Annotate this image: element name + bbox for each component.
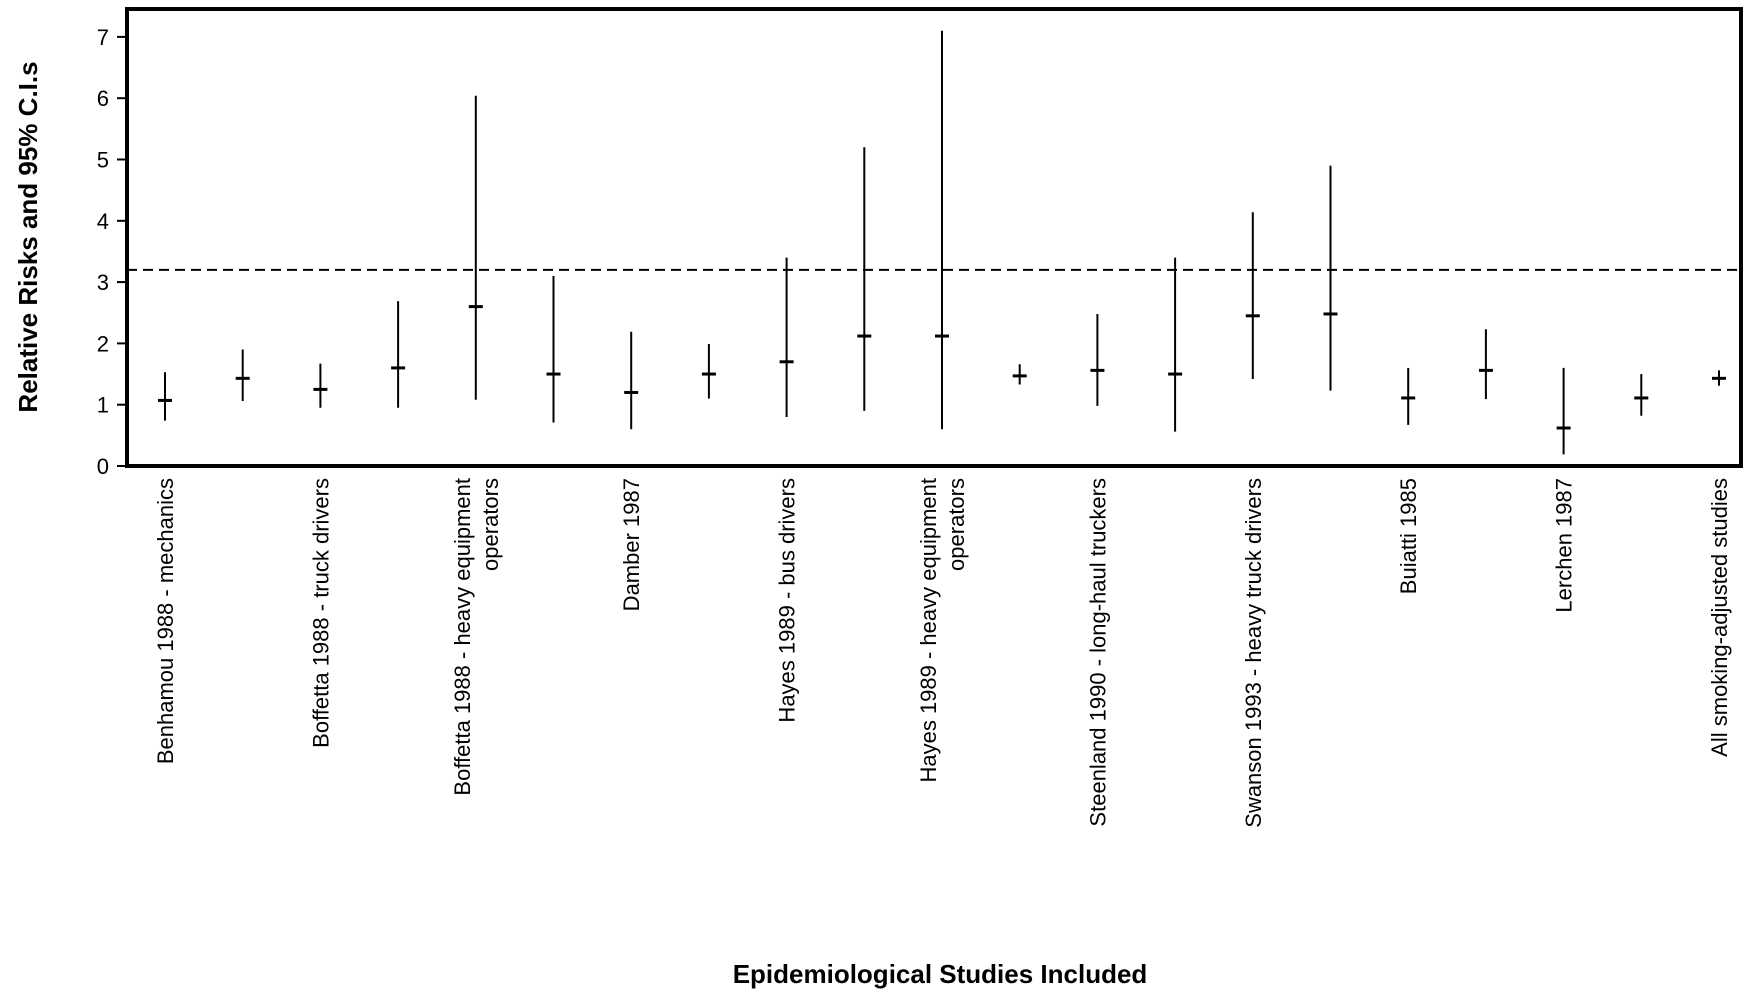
errorbar bbox=[1168, 257, 1183, 432]
errorbar-marks bbox=[158, 30, 1726, 455]
errorbar bbox=[624, 331, 639, 430]
errorbar bbox=[935, 30, 949, 430]
category-label: Buiatti 1985 bbox=[1396, 478, 1421, 594]
errorbar bbox=[779, 257, 794, 417]
y-tick-label: 5 bbox=[97, 148, 109, 173]
errorbar bbox=[1012, 364, 1027, 385]
errorbar bbox=[1245, 212, 1260, 379]
category-label: Lerchen 1987 bbox=[1552, 478, 1577, 613]
errorbar bbox=[546, 275, 561, 423]
category-label: operators bbox=[944, 478, 969, 571]
errorbar bbox=[1712, 370, 1726, 386]
y-tick-label: 0 bbox=[97, 454, 109, 479]
y-tick-label: 6 bbox=[97, 86, 109, 111]
errorbar bbox=[1323, 165, 1338, 391]
category-label: All smoking-adjusted studies bbox=[1707, 478, 1732, 757]
errorbar bbox=[158, 372, 172, 421]
y-axis-ticks: 0 1 2 3 4 5 6 7 bbox=[97, 25, 127, 479]
x-axis-title: Epidemiological Studies Included bbox=[733, 959, 1148, 989]
errorbar bbox=[468, 95, 483, 400]
errorbar bbox=[1634, 374, 1649, 416]
y-tick-label: 2 bbox=[97, 331, 109, 356]
category-label: Hayes 1989 - bus drivers bbox=[775, 478, 800, 723]
category-label: Hayes 1989 - heavy equipment bbox=[916, 478, 941, 783]
errorbar bbox=[1401, 367, 1416, 425]
category-label: Boffetta 1988 - truck drivers bbox=[308, 478, 333, 748]
errorbar bbox=[235, 349, 250, 402]
errorbar bbox=[857, 147, 872, 411]
y-axis-title: Relative Risks and 95% C.I.s bbox=[13, 61, 43, 412]
errorbar bbox=[1478, 329, 1493, 400]
category-label: operators bbox=[478, 478, 503, 571]
y-tick-label: 1 bbox=[97, 393, 109, 418]
errorbar bbox=[1090, 313, 1105, 406]
y-tick-label: 4 bbox=[97, 209, 109, 234]
errorbar bbox=[313, 363, 328, 408]
category-label: Steenland 1990 - long-haul truckers bbox=[1085, 478, 1110, 827]
errorbar bbox=[391, 301, 406, 408]
errorbar bbox=[701, 344, 716, 399]
y-tick-label: 7 bbox=[97, 25, 109, 50]
errorbar bbox=[1556, 367, 1571, 455]
category-label: Damber 1987 bbox=[619, 478, 644, 611]
category-label: Benhamou 1988 - mechanics bbox=[153, 478, 178, 764]
category-labels: Benhamou 1988 - mechanics Boffetta 1988 -… bbox=[153, 478, 1732, 828]
y-tick-label: 3 bbox=[97, 270, 109, 295]
plot-frame bbox=[125, 7, 1743, 468]
category-label: Boffetta 1988 - heavy equipment bbox=[450, 478, 475, 796]
category-label: Swanson 1993 - heavy truck drivers bbox=[1241, 478, 1266, 828]
